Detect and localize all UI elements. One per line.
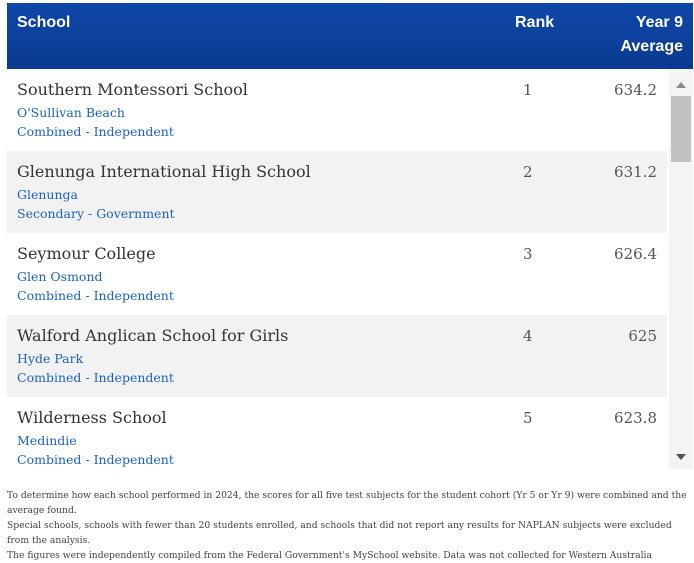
school-average: 623.8 (614, 409, 657, 427)
school-suburb: O'Sullivan Beach (17, 105, 125, 120)
school-suburb: Glen Osmond (17, 269, 103, 284)
school-average: 631.2 (614, 163, 657, 181)
school-rank: 5 (523, 409, 533, 427)
school-name: Wilderness School (17, 408, 167, 427)
school-average: 626.4 (614, 245, 657, 263)
triangle-down-icon (676, 454, 686, 460)
school-average: 634.2 (614, 81, 657, 99)
scroll-down-button[interactable] (669, 449, 693, 465)
school-name: Walford Anglican School for Girls (17, 326, 289, 345)
table-row[interactable]: Walford Anglican School for Girls Hyde P… (7, 315, 667, 397)
school-rank: 4 (523, 327, 533, 345)
school-name: Seymour College (17, 244, 156, 263)
table-row[interactable]: Wilderness School Medindie Combined - In… (7, 397, 667, 469)
footnote-line: The figures were independently compiled … (7, 550, 652, 561)
school-suburb: Glenunga (17, 187, 78, 202)
school-rank: 1 (523, 81, 533, 99)
school-rank: 3 (523, 245, 533, 263)
scrollbar-thumb[interactable] (671, 96, 691, 162)
header-avg-line2: Average (620, 38, 683, 55)
school-list[interactable]: Southern Montessori School O'Sullivan Be… (7, 69, 667, 469)
footnote-line: To determine how each school performed i… (7, 490, 687, 516)
header-avg-line1: Year 9 (635, 14, 683, 31)
school-suburb: Hyde Park (17, 351, 84, 366)
footnote: To determine how each school performed i… (7, 488, 691, 563)
footnote-line: Special schools, schools with fewer than… (7, 520, 672, 546)
school-average: 625 (628, 327, 657, 345)
table-row[interactable]: Seymour College Glen Osmond Combined - I… (7, 233, 667, 315)
school-type: Combined - Independent (17, 124, 174, 139)
school-type: Secondary - Government (17, 206, 175, 221)
scrollbar[interactable] (669, 69, 693, 469)
scroll-up-button[interactable] (669, 77, 693, 93)
school-type: Combined - Independent (17, 288, 174, 303)
triangle-up-icon (676, 82, 686, 88)
school-name: Southern Montessori School (17, 80, 248, 99)
school-type: Combined - Independent (17, 370, 174, 385)
school-type: Combined - Independent (17, 452, 174, 467)
table-header: School Rank Year 9 Average (7, 3, 693, 69)
school-rank: 2 (523, 163, 533, 181)
table-row[interactable]: Glenunga International High School Glenu… (7, 151, 667, 233)
header-school[interactable]: School (17, 14, 71, 31)
header-year9-average[interactable]: Year 9 Average (620, 11, 683, 59)
header-rank[interactable]: Rank (515, 14, 555, 31)
table-row[interactable]: Southern Montessori School O'Sullivan Be… (7, 69, 667, 151)
school-suburb: Medindie (17, 433, 77, 448)
school-name: Glenunga International High School (17, 162, 311, 181)
top-strip (0, 0, 694, 3)
